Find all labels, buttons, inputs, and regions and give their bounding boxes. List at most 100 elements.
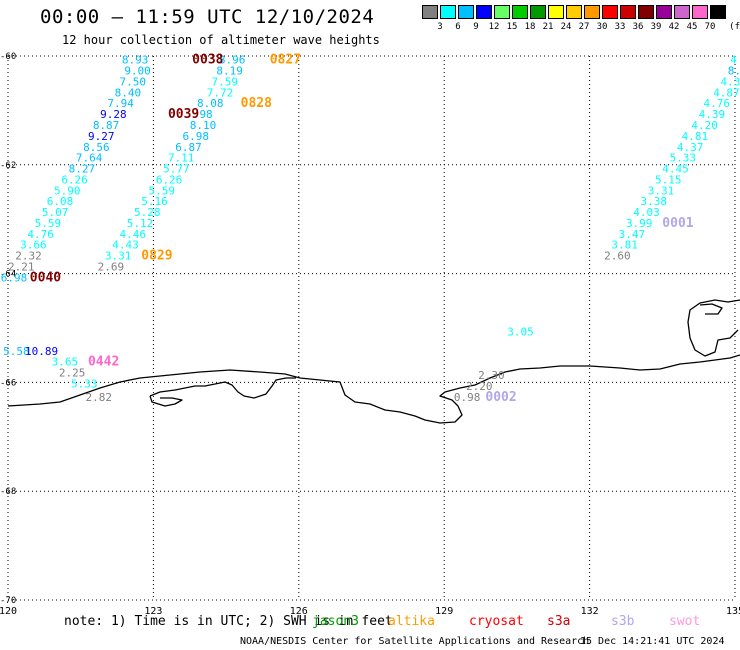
swh-value-label: 7.94 — [107, 97, 134, 110]
swh-value-label: 8.10 — [190, 119, 217, 132]
satellite-legend-swot: swot — [669, 614, 700, 629]
swh-value-label: 4.20 — [691, 119, 718, 132]
swh-value-label: 10.89 — [25, 345, 58, 358]
swh-value-label: 5.33 — [670, 152, 697, 165]
swh-value-label: 6.98 — [1, 271, 28, 284]
swh-value-label: 3.65 — [52, 356, 78, 369]
swh-value-label: 4.76 — [703, 97, 730, 110]
footer: note: 1) Time is in UTC; 2) SWH is in fe… — [64, 614, 725, 647]
coastline-segment — [149, 377, 296, 399]
swh-value-label: 4.45 — [662, 163, 689, 176]
legend-swatch — [584, 5, 600, 19]
legend-swatch — [566, 5, 582, 19]
lat-tick-label: -64 — [0, 270, 16, 280]
swh-value-label: 6.98 — [182, 130, 209, 143]
pass-time-label: 0038 — [192, 53, 223, 68]
legend-swatch — [458, 5, 474, 19]
swh-value-label: 5.12 — [127, 217, 154, 230]
swh-value-label: 4.81 — [682, 130, 709, 143]
swh-value-label: 5.77 — [163, 163, 190, 176]
generated-timestamp: 15 Dec 14:21:41 UTC 2024 — [580, 636, 725, 647]
legend-swatch — [476, 5, 492, 19]
lon-tick-label: 123 — [144, 606, 162, 617]
coastline-segment — [687, 299, 740, 357]
legend-label: 45 — [686, 22, 698, 32]
swh-value-label: 4.43 — [112, 239, 139, 252]
swh-value-label: 4.39 — [699, 108, 726, 121]
lon-tick-label: 120 — [0, 606, 17, 617]
legend-swatch — [710, 5, 726, 19]
swh-value-label: 7.59 — [212, 75, 239, 88]
legend-swatch — [602, 5, 618, 19]
legend-label: 3 — [437, 22, 443, 32]
lat-tick-label: -68 — [0, 487, 16, 497]
swh-value-label: 3.72 — [0, 296, 1, 309]
swh-value-label: 8.93 — [122, 54, 149, 67]
swh-value-label: 8.96 — [219, 54, 246, 67]
swh-value-label: 5.15 — [655, 173, 682, 186]
pass-time-label: 0001 — [662, 216, 693, 231]
legend-swatch — [656, 5, 672, 19]
satellite-legend-jason3: jason3 — [312, 614, 359, 629]
swh-value-label: 4.30 — [720, 75, 740, 88]
legend-label: 42 — [668, 22, 680, 32]
legend-label: 70 — [704, 22, 716, 32]
swh-value-label: 7.11 — [168, 152, 195, 165]
legend-label: 12 — [488, 22, 500, 32]
legend-swatch — [512, 5, 528, 19]
legend-label: 18 — [524, 22, 536, 32]
legend-swatch — [530, 5, 546, 19]
footer-note: note: 1) Time is in UTC; 2) SWH is in fe… — [64, 614, 393, 629]
swh-value-label: 2.20 — [466, 380, 493, 393]
swh-value-label: 2.21 — [8, 260, 35, 273]
legend-swatch — [548, 5, 564, 19]
swh-value-label: 6.87 — [175, 141, 202, 154]
pass-time-label: 0442 — [88, 355, 119, 370]
swh-value-label: 2.60 — [604, 250, 631, 263]
swh-value-label: 5.33 — [71, 377, 98, 390]
legend-swatch — [620, 5, 636, 19]
swh-value-label: 3.38 — [640, 195, 667, 208]
swh-value-label: 2.25 — [59, 367, 86, 380]
swh-value-label: 2.30 — [478, 369, 505, 382]
swh-value-label: 5.58 — [3, 345, 30, 358]
legend-unit: (ft) — [729, 22, 740, 32]
swh-value-label: 6.26 — [156, 173, 183, 186]
page-title: 00:00 – 11:59 UTC 12/10/2024 — [40, 6, 375, 28]
legend-label: 30 — [596, 22, 608, 32]
page-subtitle: 12 hour collection of altimeter wave hei… — [62, 33, 380, 47]
legend-label: 27 — [578, 22, 590, 32]
swh-value-label: 8.19 — [216, 65, 243, 78]
pass-time-label: 0829 — [141, 249, 172, 264]
pass-time-label: 0828 — [241, 96, 272, 111]
lat-tick-label: -60 — [0, 52, 16, 62]
coastline — [7, 299, 740, 424]
lat-tick-label: -66 — [0, 378, 16, 388]
swh-value-label: 5.16 — [141, 195, 168, 208]
pass-time-label: 0040 — [30, 270, 61, 285]
credit-text: NOAA/NESDIS Center for Satellite Applica… — [240, 636, 589, 647]
swh-value-label: 3.31 — [105, 250, 132, 263]
legend-swatch — [638, 5, 654, 19]
swh-value-label: 5.59 — [35, 217, 62, 230]
swh-value-label: 3.05 — [507, 326, 534, 339]
legend-label: 21 — [542, 22, 554, 32]
swh-value-label: 3.99 — [626, 217, 653, 230]
swh-value-label: 8.27 — [69, 163, 96, 176]
swh-value-label: 4.76 — [27, 228, 53, 241]
coastline-segment — [699, 303, 723, 315]
swh-value-label: 8.40 — [115, 86, 142, 99]
swh-value-label: 8.56 — [83, 141, 110, 154]
swh-value-label: 4.03 — [633, 206, 660, 219]
swh-value-label: 98 — [199, 108, 212, 121]
swh-value-label: 8. — [728, 65, 740, 78]
coastline-segment — [7, 354, 740, 424]
pass-time-label: 0827 — [270, 53, 301, 68]
legend-label: 9 — [473, 22, 479, 32]
swh-value-label: 7.72 — [207, 86, 234, 99]
swh-value-label: 5.90 — [54, 184, 81, 197]
swh-value-label: 4.87 — [713, 86, 740, 99]
swh-value-label: 3.66 — [20, 239, 47, 252]
swh-value-label: 6.08 — [47, 195, 73, 208]
pass-time-label: 0002 — [485, 390, 516, 405]
